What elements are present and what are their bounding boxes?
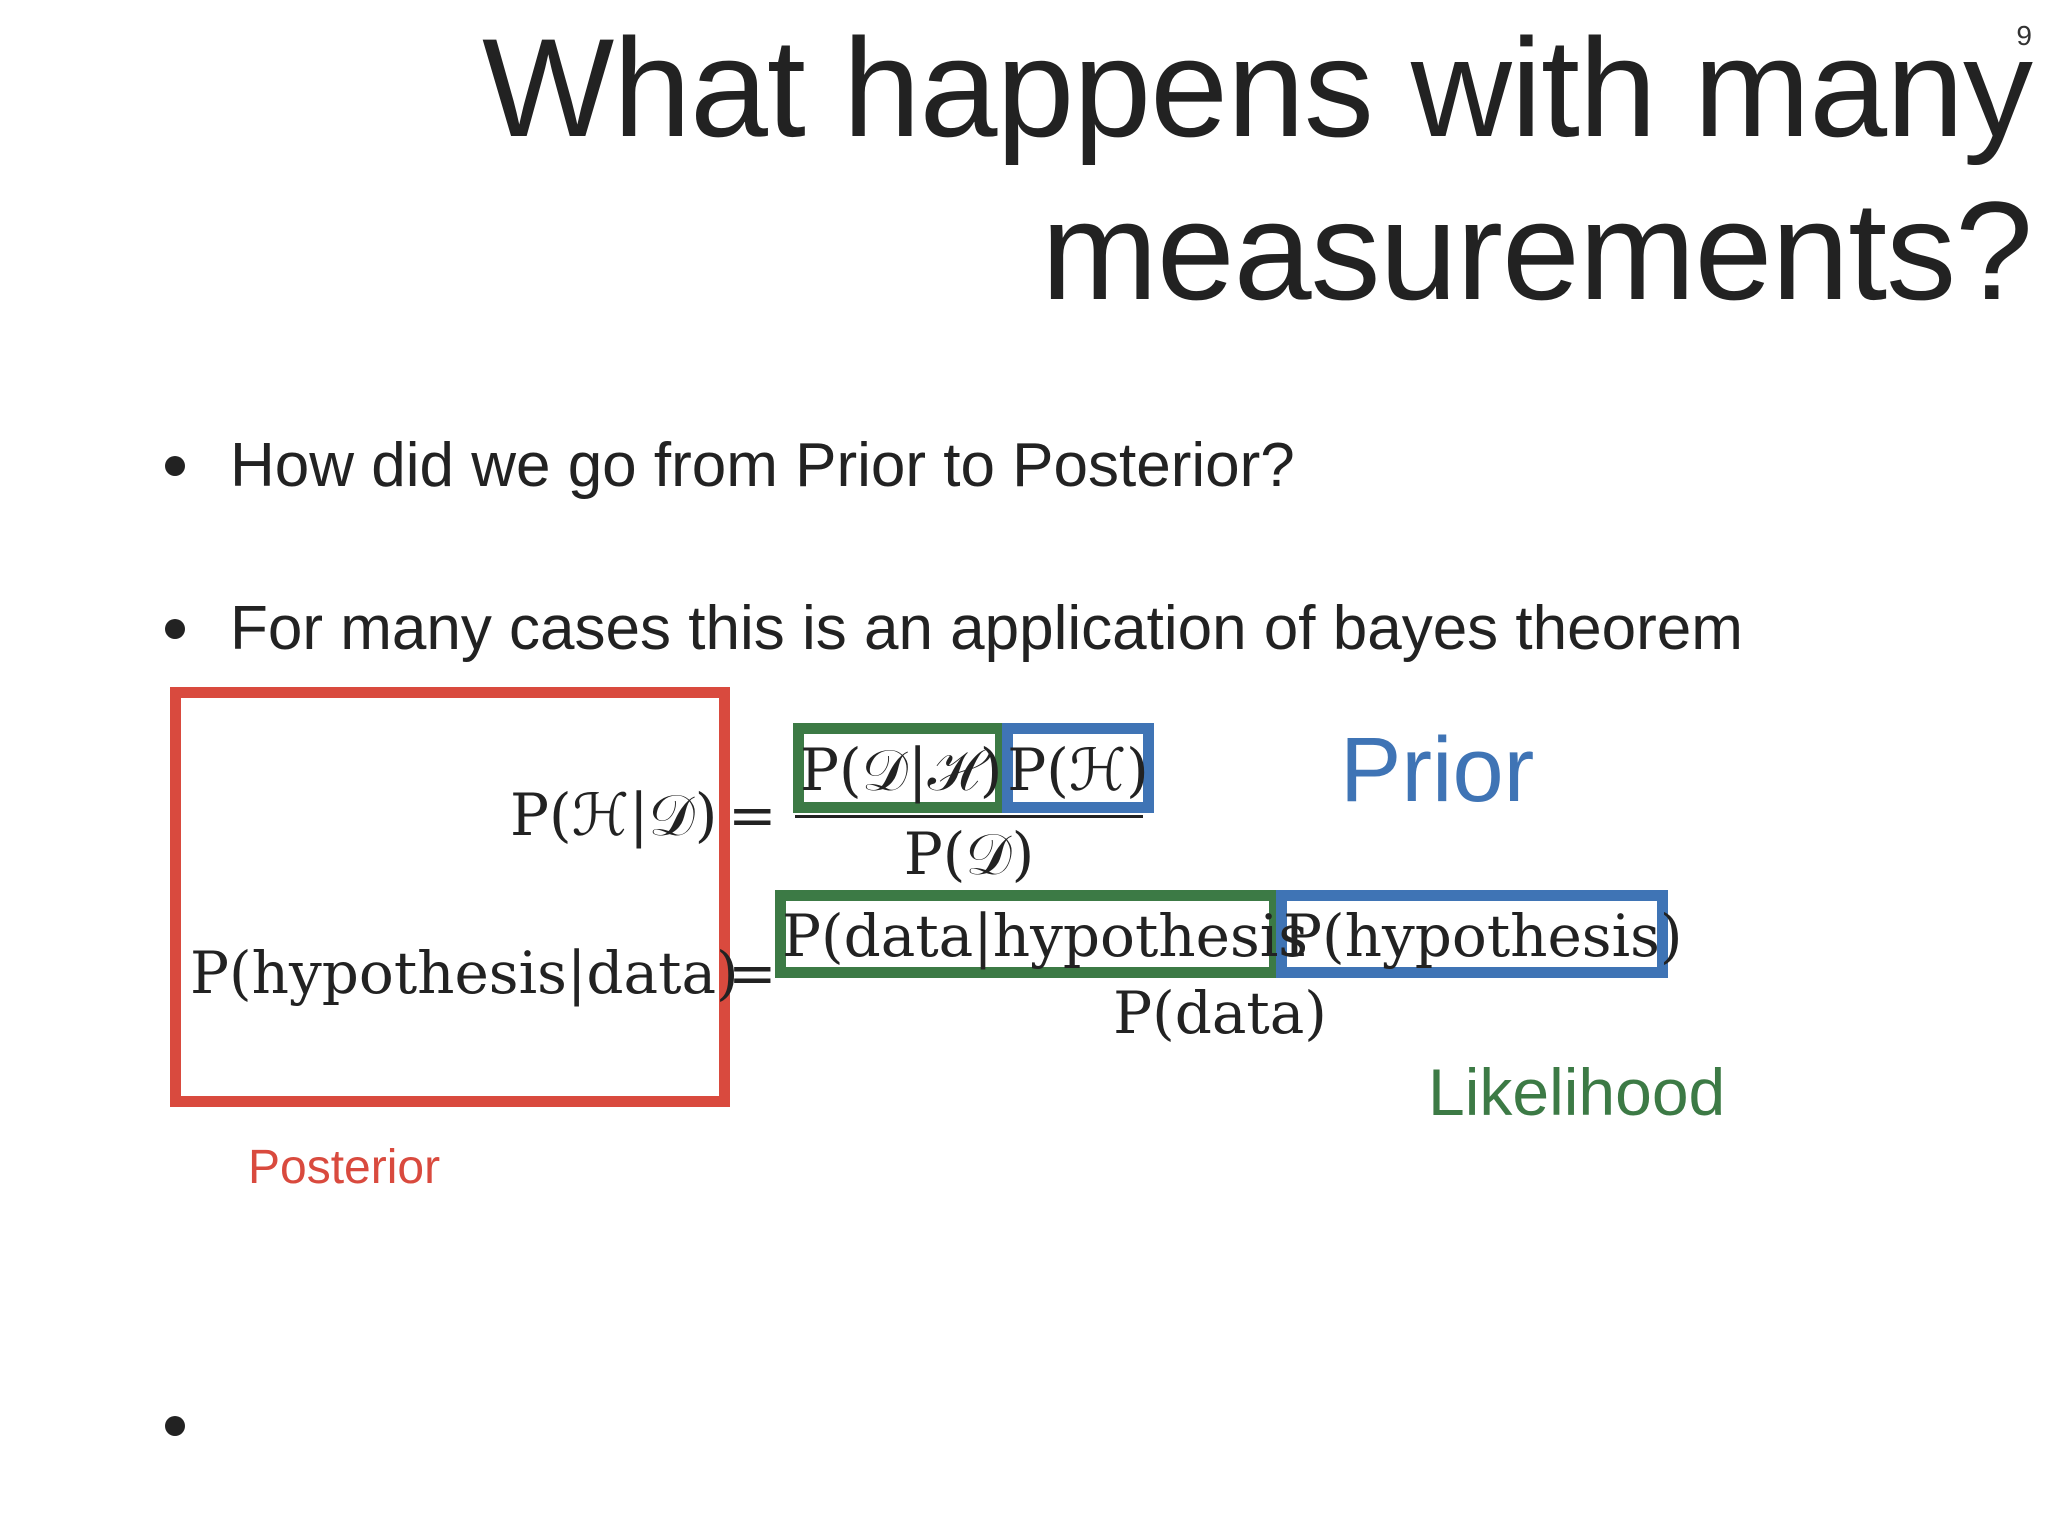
likelihood-box-worded — [775, 890, 1280, 978]
eq1-prior: P(ℋ) — [1007, 736, 1149, 804]
bullet-dot-2 — [165, 619, 185, 639]
likelihood-label: Likelihood — [1428, 1055, 1726, 1129]
bullet-text-2: For many cases this is an application of… — [230, 594, 1743, 663]
slide-title: What happens with many measurements? — [482, 9, 2033, 329]
eq2-lhs: P(hypothesis|data) — [190, 939, 739, 1007]
eq2-denominator: P(data) — [1113, 979, 1327, 1047]
bullet-text-1: How did we go from Prior to Posterior? — [230, 431, 1295, 500]
bullet-dot-3 — [165, 1416, 185, 1436]
slide-number: 9 — [2016, 20, 2032, 51]
eq2-likelihood: P(data|hypothesis — [782, 902, 1309, 970]
eq1-fraction-line — [795, 815, 1143, 818]
posterior-label: Posterior — [248, 1141, 441, 1194]
eq1-lhs: P(ℋ|𝒟) — [510, 781, 718, 849]
eq2-prior: P(hypothesis) — [1283, 902, 1683, 970]
eq1-equals: = — [728, 781, 777, 849]
prior-box-symbolic — [1002, 723, 1154, 813]
eq2-equals: = — [728, 939, 777, 1007]
eq1-likelihood: P(𝒟|ℋ) — [800, 736, 1003, 804]
posterior-box — [170, 687, 730, 1107]
eq1-denominator: P(𝒟) — [903, 820, 1035, 888]
prior-box-worded — [1276, 890, 1668, 978]
prior-label: Prior — [1340, 719, 1535, 821]
likelihood-box-symbolic — [793, 723, 1006, 813]
bullet-dot-1 — [165, 456, 185, 476]
